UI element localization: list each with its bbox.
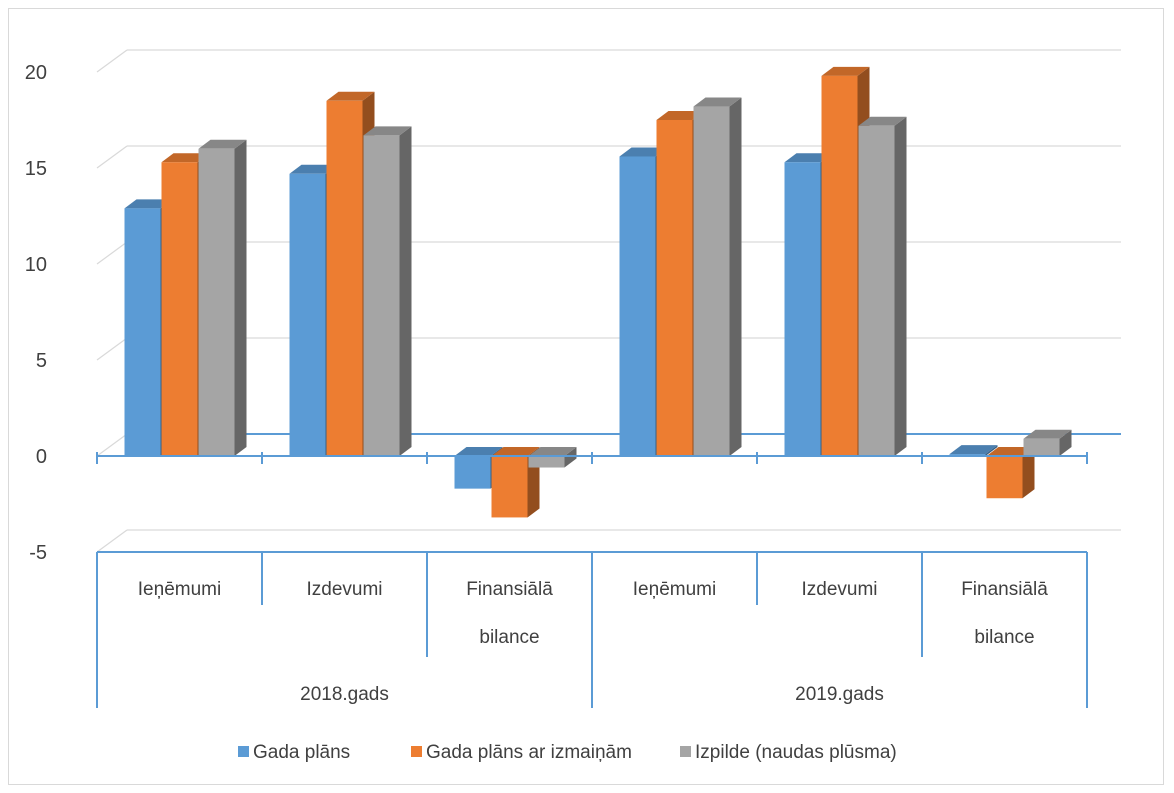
gridline-depth: [96, 433, 128, 457]
bar: [858, 116, 907, 456]
y-tick-label: 10: [25, 254, 47, 276]
gridlines: [96, 49, 1121, 553]
bar: [528, 447, 577, 468]
bar-side: [1022, 447, 1035, 499]
bar-top: [821, 66, 870, 76]
bars: [124, 66, 1072, 518]
bar-front: [619, 156, 656, 457]
bar-top: [784, 153, 833, 163]
bar-top: [491, 447, 540, 456]
legend-item: Izpilde (naudas plūsma): [680, 742, 897, 763]
y-tick-label: -5: [29, 542, 47, 564]
bar-front: [289, 173, 326, 456]
bar-top: [656, 111, 705, 120]
bar-front: [454, 456, 491, 489]
bar: [1023, 429, 1072, 456]
category-labels: Ieņēmumi Izdevumi Finansiālā bilance Ieņēmum…: [138, 579, 1048, 705]
group-label: 2019.gads: [795, 684, 884, 705]
bar-front: [821, 75, 858, 456]
bar-front: [986, 456, 1023, 499]
bar-top: [363, 126, 412, 136]
bar-front: [656, 120, 693, 456]
legend-swatch: [411, 746, 422, 757]
legend-swatch: [680, 746, 691, 757]
bar-side: [564, 447, 577, 468]
bar-front: [198, 148, 235, 457]
category-label: Izdevumi: [801, 579, 877, 600]
bar-top: [198, 139, 247, 149]
y-tick-label: 20: [25, 62, 47, 84]
bar-side: [234, 139, 247, 457]
legend-item: Gada plāns ar izmaiņām: [411, 742, 632, 763]
bar-front: [858, 125, 895, 456]
bar-top: [454, 447, 503, 456]
bar-top: [949, 445, 998, 455]
bar-top: [124, 199, 173, 209]
category-label: bilance: [974, 627, 1034, 648]
legend-label: Gada plāns: [253, 742, 350, 763]
bar-front: [1023, 438, 1060, 456]
gridline-depth: [96, 529, 128, 553]
y-axis-tick-labels: -5 0 5 10 15 20: [25, 62, 47, 564]
category-label: Izdevumi: [306, 579, 382, 600]
gridline-depth: [96, 145, 128, 169]
category-label: Finansiālā: [961, 579, 1048, 600]
bar-front: [124, 208, 161, 456]
bar-top: [986, 447, 1035, 456]
bar-front: [363, 135, 400, 457]
category-label: Ieņēmumi: [633, 579, 716, 600]
bar: [363, 126, 412, 457]
legend-swatch: [238, 746, 249, 757]
legend-label: Izpilde (naudas plūsma): [695, 742, 897, 763]
legend-item: Gada plāns: [238, 742, 350, 763]
bar-front: [161, 162, 198, 457]
axes: [96, 452, 1088, 708]
bar-top: [619, 147, 668, 157]
bar-front: [491, 456, 528, 518]
bar-top: [161, 153, 210, 163]
bar-side: [1059, 429, 1072, 456]
bar-top: [528, 447, 577, 456]
bar-front: [693, 106, 730, 456]
gridline-depth: [96, 49, 128, 73]
bar-top: [326, 91, 375, 101]
bar-top: [1023, 429, 1072, 439]
bar-side: [729, 97, 742, 456]
legend: Gada plāns Gada plāns ar izmaiņām Izpilde …: [238, 742, 897, 763]
y-tick-label: 5: [36, 350, 47, 372]
group-label: 2018.gads: [300, 684, 389, 705]
y-tick-label: 15: [25, 158, 47, 180]
bar-front: [784, 162, 821, 457]
bar: [693, 97, 742, 456]
bar-side: [894, 116, 907, 456]
bar-top: [289, 164, 338, 174]
category-label: Finansiālā: [466, 579, 553, 600]
bar-top: [693, 97, 742, 107]
bar-front: [326, 100, 363, 457]
bar-top: [858, 116, 907, 126]
bar-side: [399, 126, 412, 457]
y-tick-label: 0: [36, 446, 47, 468]
bar-side: [985, 445, 998, 456]
gridline-depth: [96, 337, 128, 361]
bar: [198, 139, 247, 457]
category-label: Ieņēmumi: [138, 579, 221, 600]
bar: [986, 447, 1035, 499]
bar-front: [528, 456, 565, 468]
category-label: bilance: [479, 627, 539, 648]
gridline-depth: [96, 241, 128, 265]
legend-label: Gada plāns ar izmaiņām: [426, 742, 632, 763]
